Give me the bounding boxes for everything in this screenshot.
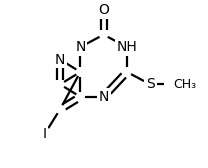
Text: NH: NH <box>116 40 137 54</box>
Text: N: N <box>75 40 85 54</box>
Text: O: O <box>98 3 109 17</box>
Text: N: N <box>55 53 65 67</box>
Text: I: I <box>43 127 47 141</box>
Text: CH₃: CH₃ <box>174 78 197 91</box>
Text: S: S <box>146 77 155 91</box>
Text: N: N <box>98 90 109 104</box>
